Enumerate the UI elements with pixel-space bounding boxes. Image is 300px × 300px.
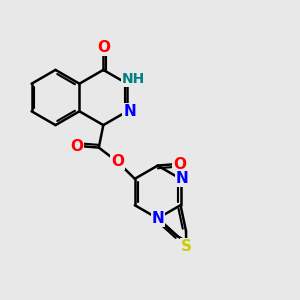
Text: O: O — [173, 157, 186, 172]
Text: O: O — [97, 40, 110, 56]
Text: N: N — [151, 211, 164, 226]
Text: NH: NH — [122, 72, 146, 86]
Text: S: S — [181, 239, 192, 254]
Text: O: O — [111, 154, 124, 169]
Text: O: O — [70, 139, 83, 154]
Text: N: N — [123, 104, 136, 119]
Text: N: N — [176, 171, 188, 186]
